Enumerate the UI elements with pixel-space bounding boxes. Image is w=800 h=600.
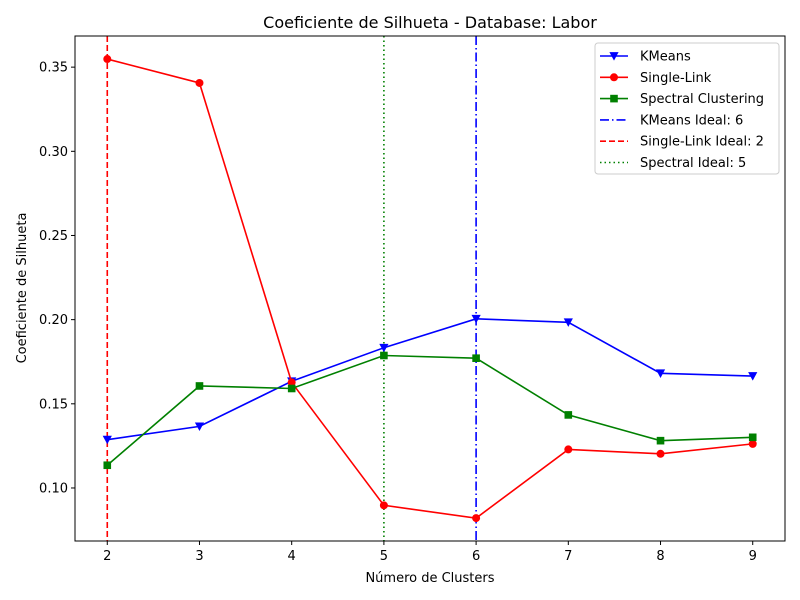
series-line-single-link bbox=[107, 58, 753, 519]
data-point-single-link-4 bbox=[287, 378, 296, 387]
x-tick-label: 7 bbox=[564, 549, 572, 564]
x-tick-label: 4 bbox=[288, 549, 296, 564]
legend-label-kmeans: KMeans bbox=[640, 50, 691, 65]
y-axis-label: Coeficiente de Silhueta bbox=[15, 213, 30, 364]
x-tick-label: 3 bbox=[195, 549, 203, 564]
y-tick-label: 0.30 bbox=[39, 145, 68, 160]
chart-title: Coeficiente de Silhueta - Database: Labo… bbox=[263, 13, 597, 32]
series-line-kmeans bbox=[107, 317, 753, 441]
x-tick-label: 5 bbox=[380, 549, 388, 564]
y-tick-label: 0.25 bbox=[39, 229, 68, 244]
legend-label-spectral-ideal-5: Spectral Ideal: 5 bbox=[640, 156, 746, 171]
data-point-spectral-clustering-2 bbox=[103, 461, 112, 470]
plot-area bbox=[102, 36, 758, 541]
data-point-kmeans-3 bbox=[194, 422, 205, 431]
x-tick-label: 6 bbox=[472, 549, 480, 564]
data-point-spectral-clustering-6 bbox=[472, 354, 480, 362]
y-tick-label: 0.20 bbox=[39, 313, 68, 328]
series-line-spectral-clustering bbox=[106, 354, 753, 466]
data-point-single-link-2 bbox=[103, 55, 112, 64]
y-tick-label: 0.10 bbox=[39, 481, 68, 496]
data-point-spectral-clustering-4 bbox=[287, 384, 296, 393]
y-tick-label: 0.15 bbox=[39, 397, 68, 412]
y-tick-label: 0.35 bbox=[39, 61, 68, 76]
legend-marker-single-link bbox=[610, 73, 618, 82]
legend-box bbox=[594, 42, 780, 175]
data-point-kmeans-6 bbox=[471, 314, 481, 324]
legend-label-kmeans-ideal-6: KMeans Ideal: 6 bbox=[640, 113, 743, 128]
data-point-spectral-clustering-5 bbox=[380, 351, 388, 360]
data-point-spectral-clustering-3 bbox=[195, 382, 204, 390]
legend-label-spectral-clustering: Spectral Clustering bbox=[640, 92, 764, 107]
x-tick-label: 9 bbox=[749, 549, 757, 564]
legend-marker-spectral-clustering bbox=[610, 94, 618, 103]
legend-label-single-link-ideal-2: Single-Link Ideal: 2 bbox=[640, 135, 764, 150]
legend-label-single-link: Single-Link bbox=[640, 71, 712, 86]
data-point-spectral-clustering-9 bbox=[748, 433, 757, 442]
legend-marker-kmeans bbox=[609, 52, 619, 61]
data-point-kmeans-8 bbox=[655, 369, 666, 378]
data-point-single-link-6 bbox=[472, 514, 481, 523]
x-axis-label: Número de Clusters bbox=[365, 571, 494, 586]
data-point-single-link-5 bbox=[379, 501, 388, 510]
data-point-single-link-8 bbox=[656, 449, 665, 458]
x-tick-label: 2 bbox=[103, 549, 111, 564]
data-point-kmeans-5 bbox=[379, 343, 389, 353]
data-point-spectral-clustering-8 bbox=[656, 436, 665, 445]
data-point-single-link-7 bbox=[564, 445, 573, 454]
data-point-kmeans-7 bbox=[563, 318, 573, 327]
plot-frame bbox=[74, 35, 786, 542]
legend: KMeans Single-Link Spectral Clustering KMea… bbox=[594, 42, 780, 175]
data-point-kmeans-9 bbox=[748, 372, 758, 381]
data-point-single-link-3 bbox=[195, 78, 204, 87]
data-point-kmeans-2 bbox=[102, 435, 112, 445]
axis-ticks: 2 3 4 5 6 7 8 9 0.10 0.15 0.20 0.25 0.30 0.35 bbox=[39, 61, 757, 564]
x-tick-label: 8 bbox=[656, 549, 664, 564]
data-point-single-link-9 bbox=[748, 439, 757, 448]
data-point-spectral-clustering-7 bbox=[564, 411, 573, 419]
